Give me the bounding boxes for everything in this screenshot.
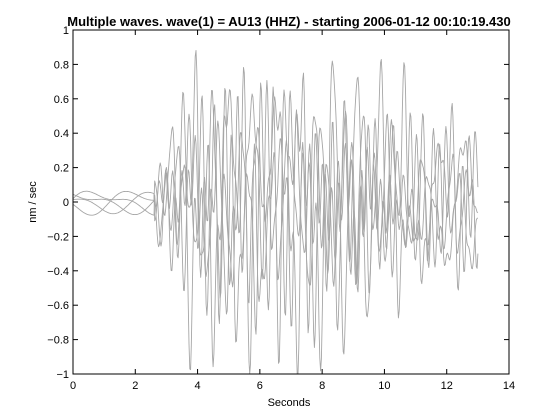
y-tick-label: 0.2 bbox=[54, 163, 69, 175]
y-tick-label: −1 bbox=[56, 369, 69, 381]
x-tick-label: 6 bbox=[257, 380, 263, 392]
x-tick-label: 0 bbox=[70, 380, 76, 392]
x-tick-label: 14 bbox=[503, 380, 515, 392]
waveform-line-3 bbox=[72, 76, 479, 372]
y-tick-label: 1 bbox=[63, 25, 69, 37]
x-tick-label: 2 bbox=[132, 380, 138, 392]
x-tick-label: 12 bbox=[441, 380, 453, 392]
y-axis-label: nm / sec bbox=[27, 181, 39, 223]
waveform-line-2 bbox=[72, 59, 479, 355]
chart-title: Multiple waves. wave(1) = AU13 (HHZ) - s… bbox=[67, 14, 511, 29]
y-tick-label: −0.4 bbox=[47, 266, 69, 278]
x-axis-label: Seconds bbox=[268, 397, 311, 409]
plot-frame bbox=[72, 29, 510, 375]
x-tick-label: 10 bbox=[378, 380, 390, 392]
y-tick-label: 0.8 bbox=[54, 59, 69, 71]
x-tick-label: 8 bbox=[319, 380, 325, 392]
axis-ticks: 0 2 4 6 8 10 12 14 −1 −0.8 −0.6 −0.4 −0.2 0 0.2 0.4 0.6 0… bbox=[47, 25, 515, 392]
waveform-series-group bbox=[72, 50, 479, 375]
y-tick-label: −0.6 bbox=[47, 300, 69, 312]
y-tick-label: 0.4 bbox=[54, 128, 69, 140]
y-tick-label: −0.2 bbox=[47, 231, 69, 243]
y-tick-label: 0 bbox=[63, 197, 69, 209]
y-tick-label: 0.6 bbox=[54, 94, 69, 106]
waveform-line-4 bbox=[72, 60, 479, 375]
x-tick-label: 4 bbox=[195, 380, 201, 392]
y-tick-label: −0.8 bbox=[47, 335, 69, 347]
